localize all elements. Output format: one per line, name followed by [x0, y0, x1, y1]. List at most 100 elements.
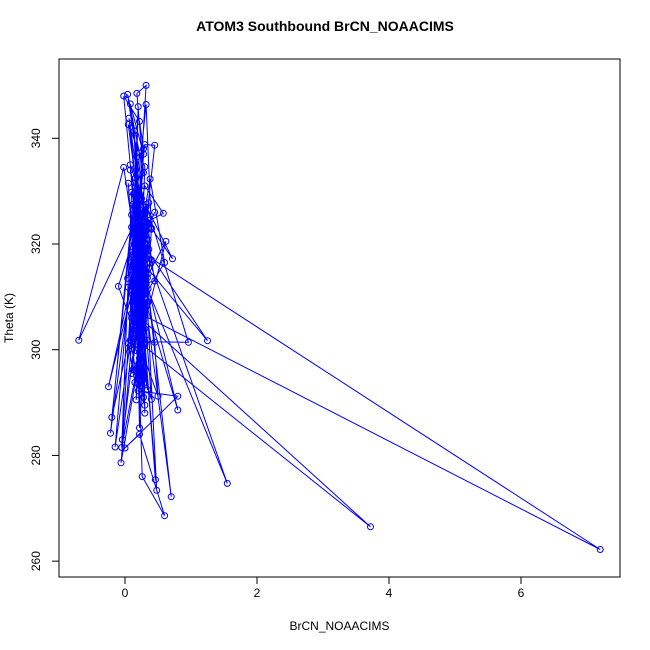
data-point: [141, 325, 149, 333]
data-point: [128, 314, 136, 322]
data-point: [143, 386, 151, 394]
data-point: [151, 338, 159, 346]
data-point: [174, 392, 182, 400]
data-point: [107, 429, 114, 437]
data-point: [133, 89, 141, 97]
data-point: [134, 191, 142, 199]
data-point: [124, 179, 132, 187]
data-point: [120, 163, 128, 171]
data-point: [134, 286, 142, 293]
axes-group: 0 2 4 6 260 280 300 320 340: [29, 58, 621, 600]
data-point: [133, 364, 141, 372]
x-tick-label: 2: [254, 586, 261, 600]
data-point: [134, 387, 142, 395]
data-point: [145, 245, 153, 253]
data-point: [132, 296, 140, 304]
chart-title: ATOM3 Southbound BrCN_NOAACIMS: [196, 18, 454, 34]
x-tick-label: 0: [122, 586, 129, 600]
data-point: [126, 161, 134, 169]
data-point: [141, 284, 149, 292]
data-point: [118, 436, 126, 444]
data-point: [132, 225, 140, 233]
data-point: [141, 182, 149, 190]
data-point: [128, 337, 136, 345]
data-point: [134, 103, 142, 111]
x-tick-label: 6: [518, 586, 525, 600]
data-point: [133, 199, 141, 207]
data-point: [132, 244, 140, 252]
data-point: [129, 326, 137, 334]
data-point: [367, 523, 374, 531]
data-point: [133, 311, 141, 319]
y-tick-label: 260: [29, 551, 43, 571]
data-point: [140, 380, 147, 387]
data-point: [136, 430, 143, 438]
data-point: [141, 214, 149, 222]
data-point: [141, 295, 149, 303]
data-point: [130, 240, 138, 248]
data-point: [132, 231, 140, 238]
data-point: [146, 175, 154, 183]
data-point: [142, 101, 150, 108]
data-point: [114, 282, 122, 290]
data-point: [134, 257, 142, 265]
data-point: [130, 127, 138, 135]
data-point: [108, 413, 116, 421]
y-tick-label: 320: [29, 234, 43, 254]
data-point: [169, 255, 176, 263]
data-point: [75, 336, 83, 344]
data-point: [136, 190, 143, 198]
data-point: [117, 459, 125, 467]
data-point: [129, 366, 137, 374]
data-point: [136, 149, 143, 157]
data-point: [138, 302, 146, 310]
data-point: [136, 261, 143, 269]
data-point: [223, 479, 231, 487]
data-point: [133, 279, 141, 287]
data-point: [134, 269, 142, 276]
data-point: [140, 169, 147, 177]
data-point: [151, 277, 159, 285]
data-point: [141, 274, 149, 282]
data-point: [146, 259, 154, 267]
data-point: [128, 268, 136, 275]
data-point: [132, 202, 140, 210]
data-point: [126, 336, 134, 344]
data-point: [118, 444, 126, 451]
data-point: [124, 274, 132, 282]
data-point: [132, 292, 140, 300]
data-point: [132, 396, 140, 404]
data-point: [151, 476, 159, 484]
data-point: [161, 512, 169, 520]
data-point: [120, 92, 128, 100]
data-point: [151, 208, 159, 216]
data-point: [596, 546, 604, 553]
data-point: [141, 256, 149, 264]
data-point: [136, 251, 143, 259]
data-point: [161, 259, 169, 266]
data-point: [153, 486, 161, 494]
data-point: [126, 100, 134, 108]
data-point: [124, 283, 132, 291]
data-point: [141, 409, 149, 417]
data-point: [141, 312, 149, 320]
data-point: [159, 209, 167, 217]
data-point: [136, 237, 143, 245]
data-point: [128, 211, 136, 219]
series-group: [75, 81, 604, 553]
data-point: [138, 237, 146, 245]
data-point: [147, 395, 155, 403]
data-point: [136, 117, 143, 125]
y-tick-label: 340: [29, 128, 43, 148]
data-point: [105, 383, 112, 391]
data-point: [136, 332, 143, 340]
data-point: [136, 210, 143, 218]
data-point: [184, 338, 192, 346]
data-point: [204, 337, 211, 345]
data-point: [140, 393, 147, 401]
data-point: [151, 141, 159, 149]
data-point: [136, 354, 143, 362]
data-point: [131, 203, 139, 211]
data-point: [134, 342, 142, 349]
